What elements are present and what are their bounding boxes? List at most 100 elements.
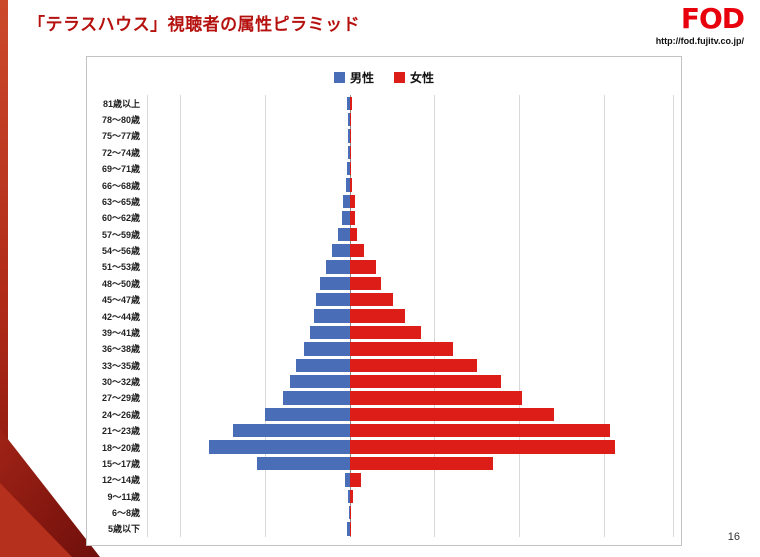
male-swatch: [333, 71, 345, 83]
age-label: 45〜47歳: [101, 295, 140, 306]
male-bar: [347, 145, 350, 159]
pyramid-row: 66〜68歳: [87, 177, 681, 193]
pyramid-row: 42〜44歳: [87, 308, 681, 324]
bar-area: [147, 95, 673, 111]
pyramid-row: 21〜23歳: [87, 423, 681, 439]
male-bar: [256, 456, 350, 471]
gridline: [264, 95, 266, 537]
male-bar: [232, 424, 350, 438]
female-bar: [349, 424, 610, 438]
male-bar: [313, 309, 350, 323]
female-bar: [349, 505, 352, 520]
male-bar: [289, 374, 350, 389]
female-bar: [349, 194, 355, 209]
pyramid-row: 81歳以上: [87, 95, 681, 111]
bar-area: [147, 308, 673, 324]
left-red-stripe-decor: [0, 0, 8, 557]
pyramid-row: 69〜71歳: [87, 161, 681, 177]
age-label: 15〜17歳: [101, 458, 140, 469]
pyramid-row: 18〜20歳: [87, 439, 681, 455]
age-label: 69〜71歳: [101, 164, 140, 175]
age-label: 51〜53歳: [101, 262, 140, 273]
male-bar: [346, 162, 350, 176]
bar-area: [147, 111, 673, 127]
female-bar: [349, 309, 406, 323]
pyramid-row: 9〜11歳: [87, 488, 681, 504]
male-bar: [342, 194, 350, 209]
logo-block: FOD http://fod.fujitv.co.jp/: [656, 2, 745, 47]
female-bar: [349, 260, 377, 274]
male-bar: [264, 407, 350, 421]
corner-triangle-decor: [0, 429, 100, 557]
age-label: 21〜23歳: [101, 426, 140, 437]
pyramid-row: 36〜38歳: [87, 341, 681, 357]
age-label: 27〜29歳: [101, 393, 140, 404]
pyramid-row: 6〜8歳: [87, 504, 681, 520]
age-label: 48〜50歳: [101, 278, 140, 289]
male-bar: [348, 505, 350, 520]
bar-area: [147, 521, 673, 537]
male-bar: [320, 276, 350, 290]
pyramid-row: 48〜50歳: [87, 275, 681, 291]
male-bar: [347, 522, 350, 536]
gridline: [147, 95, 148, 537]
bar-area: [147, 324, 673, 340]
female-bar: [349, 293, 394, 307]
age-label: 33〜35歳: [101, 360, 140, 371]
bar-area: [147, 423, 673, 439]
male-bar: [309, 325, 350, 340]
male-bar: [348, 489, 350, 503]
male-bar: [208, 440, 350, 454]
female-bar: [349, 276, 382, 290]
bar-area: [147, 439, 673, 455]
age-label: 81歳以上: [102, 98, 140, 109]
female-bar: [349, 342, 454, 356]
legend-item-female: 女性: [394, 69, 434, 86]
male-bar: [325, 260, 350, 274]
female-bar: [349, 489, 354, 503]
female-bar: [349, 522, 352, 536]
bar-area: [147, 210, 673, 226]
gridline: [603, 95, 605, 537]
chart-legend: 男性 女性: [87, 57, 681, 89]
gridline: [180, 95, 182, 537]
male-bar: [296, 358, 350, 372]
female-bar: [349, 243, 365, 258]
female-bar: [349, 129, 351, 143]
age-label: 60〜62歳: [101, 213, 140, 224]
legend-label-male: 男性: [349, 70, 374, 85]
pyramid-row: 75〜77歳: [87, 128, 681, 144]
page-number: 16: [727, 531, 740, 543]
male-bar: [344, 473, 350, 487]
bar-area: [147, 226, 673, 242]
bar-area: [147, 488, 673, 504]
age-label: 75〜77歳: [101, 131, 140, 142]
bar-area: [147, 357, 673, 373]
bar-area: [147, 193, 673, 209]
female-bar: [349, 162, 352, 176]
age-label: 57〜59歳: [101, 229, 140, 240]
fod-logo: FOD: [680, 2, 745, 35]
age-label: 36〜38歳: [101, 344, 140, 355]
bar-area: [147, 504, 673, 520]
female-bar: [349, 374, 501, 389]
bar-area: [147, 259, 673, 275]
male-bar: [337, 227, 350, 241]
pyramid-row: 5歳以下: [87, 521, 681, 537]
pyramid-row: 33〜35歳: [87, 357, 681, 373]
bar-area: [147, 128, 673, 144]
age-label: 78〜80歳: [101, 115, 140, 126]
bar-area: [147, 390, 673, 406]
pyramid-row: 57〜59歳: [87, 226, 681, 242]
bar-area: [147, 177, 673, 193]
male-bar: [332, 243, 350, 258]
male-bar: [348, 112, 350, 127]
female-bar: [349, 473, 362, 487]
age-label: 42〜44歳: [101, 311, 140, 322]
male-bar: [348, 129, 350, 143]
bar-area: [147, 341, 673, 357]
gridline: [673, 95, 674, 537]
female-bar: [349, 227, 358, 241]
male-bar: [345, 178, 350, 192]
